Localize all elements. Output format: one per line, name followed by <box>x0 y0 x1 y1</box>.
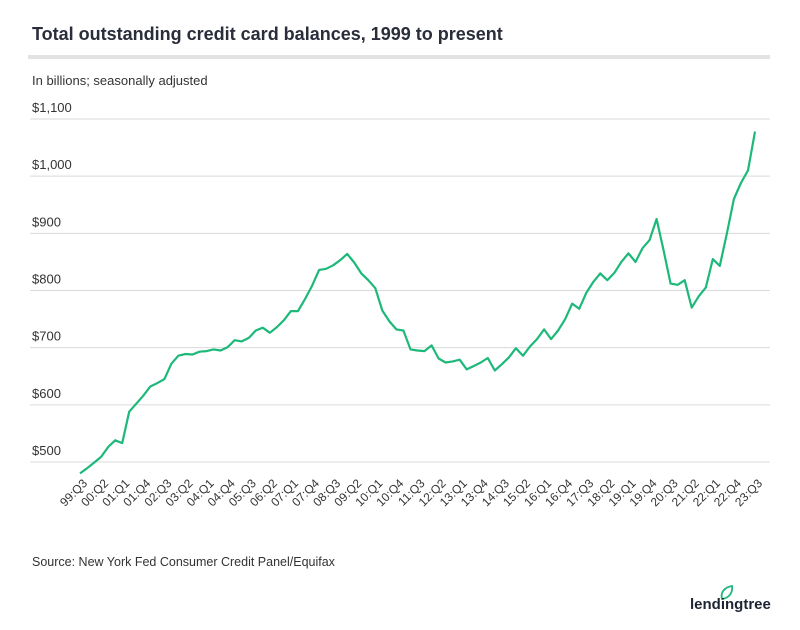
leaf-icon: lendingtree <box>690 584 771 613</box>
y-tick-label: $800 <box>32 272 61 287</box>
y-tick-label: $700 <box>32 329 61 344</box>
title-divider <box>28 55 770 59</box>
y-tick-label: $900 <box>32 214 61 229</box>
chart-subtitle: In billions; seasonally adjusted <box>32 73 208 88</box>
y-tick-label: $1,100 <box>32 100 72 115</box>
svg-text:lendingtree: lendingtree <box>690 596 771 613</box>
y-tick-label: $1,000 <box>32 157 72 172</box>
y-tick-label: $600 <box>32 386 61 401</box>
y-tick-label: $500 <box>32 443 61 458</box>
chart-title: Total outstanding credit card balances, … <box>32 24 503 44</box>
line-chart: $500$600$700$800$900$1,000$1,10099:Q300:… <box>30 100 770 509</box>
lendingtree-logo: lendingtree <box>690 584 790 615</box>
series-line <box>79 131 757 475</box>
source-note: Source: New York Fed Consumer Credit Pan… <box>32 555 335 569</box>
